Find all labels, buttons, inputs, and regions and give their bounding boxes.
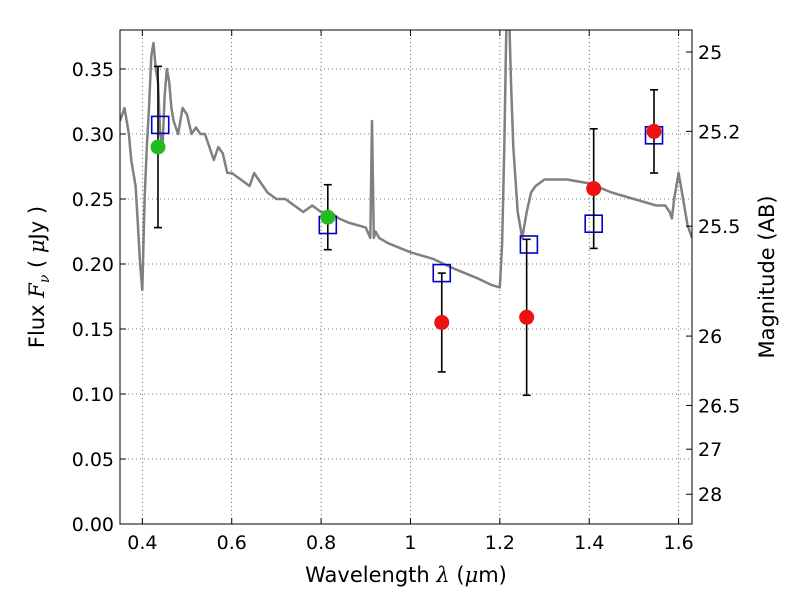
x-tick-label: 1.4 [574,532,604,554]
x-tick-label: 0.4 [127,532,157,554]
y-axis-label: Flux Fν ( μJy ) [25,206,53,348]
grid [120,30,692,525]
y2-tick-label: 27 [698,439,722,461]
x-tick-label: 1 [404,532,416,554]
observed-point-detection [320,209,336,225]
x-tick-label: 1.2 [485,532,515,554]
observed-point-lowsn [646,123,662,139]
y2-tick-label: 25.5 [698,216,740,238]
observed-point-lowsn [519,309,535,325]
observed-point-lowsn [434,315,450,330]
sed-spectrum-line [120,30,692,292]
axis-ticks: 0.4 0.6 0.8 1 1.2 1.4 1.6 0.00 0.05 0.10 0.15 0.20 0… [72,30,740,554]
model-flux-square [150,115,170,135]
x-axis-label: Wavelength λ (μm) [305,563,507,587]
y-tick-label: 0.00 [72,514,114,536]
observed-point-lowsn [586,181,602,197]
x-tick-label: 0.6 [217,532,247,554]
y2-tick-label: 26 [698,326,722,348]
model-flux-square [519,235,539,254]
y2-tick-label: 28 [698,484,722,506]
y-tick-label: 0.20 [72,254,114,276]
y2-tick-label: 26.5 [698,395,740,417]
y2-tick-label: 25.2 [698,121,740,143]
x-tick-label: 0.8 [306,532,336,554]
y-tick-label: 0.30 [72,124,114,146]
y-tick-label: 0.10 [72,384,114,406]
x-tick-label: 1.6 [663,532,693,554]
y-tick-label: 0.05 [72,449,114,471]
plot-frame [119,29,693,525]
plot-data [120,30,692,397]
y-tick-label: 0.35 [72,59,114,81]
y2-tick-label: 25 [698,42,722,64]
y2-axis-label: Magnitude (AB) [755,195,779,358]
observed-point-detection [150,139,166,155]
y-tick-label: 0.25 [72,189,114,211]
y-tick-label: 0.15 [72,319,114,341]
